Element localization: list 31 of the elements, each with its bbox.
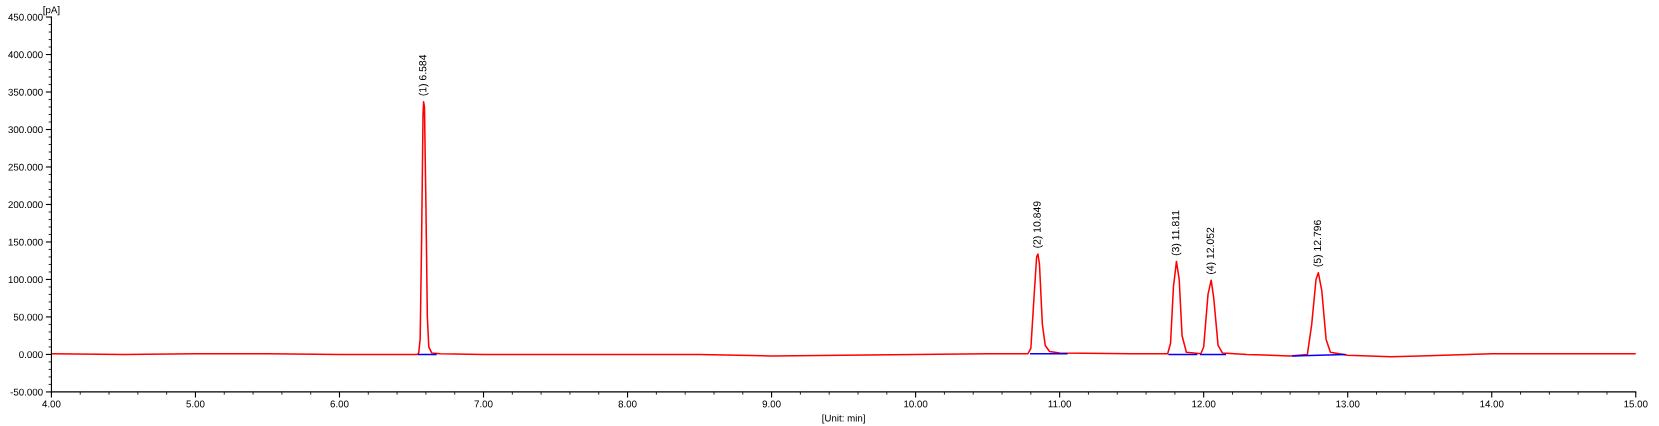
x-tick-label: 8.00 [618, 400, 637, 408]
x-tick-label: 13.00 [1336, 400, 1360, 408]
x-tick-label: 10.00 [904, 400, 928, 408]
x-tick-label: 6.00 [330, 400, 349, 408]
y-tick-label: 450.000 [8, 13, 43, 21]
x-tick-label: 7.00 [474, 400, 493, 408]
y-tick-label: 100.000 [8, 276, 43, 284]
y-tick-label: 350.000 [8, 88, 43, 96]
y-tick-label: 400.000 [8, 51, 43, 59]
x-tick-label: 9.00 [762, 400, 781, 408]
y-tick-label: 250.000 [8, 163, 43, 171]
x-tick-label: 15.00 [1624, 400, 1648, 408]
x-tick-label: 14.00 [1480, 400, 1504, 408]
annotation: (3) 11.811 [1171, 210, 1182, 256]
y-tick-label: 0.000 [19, 351, 43, 359]
annotation: (5) 12.796 [1313, 220, 1324, 267]
x-tick-label: 5.00 [186, 400, 205, 408]
x-tick-label: 4.00 [42, 400, 61, 408]
y-tick-label: 150.000 [8, 238, 43, 246]
x-tick-label: 11.00 [1048, 400, 1072, 408]
y-tick-label: 50.000 [13, 313, 43, 321]
annotation: (4) 12.052 [1206, 227, 1217, 274]
annotation: (2) 10.849 [1033, 201, 1043, 248]
y-axis-title: [pA] [43, 6, 60, 16]
line-series [51, 100, 1636, 358]
y-tick-label: 300.000 [8, 126, 43, 134]
y-tick-label: -50.000 [10, 388, 43, 396]
x-tick-label: 12.00 [1192, 400, 1216, 408]
y-tick-label: 200.000 [8, 201, 43, 209]
annotation: (1) 6.584 [418, 54, 429, 96]
x-axis-title: [Unit: min] [822, 414, 865, 424]
